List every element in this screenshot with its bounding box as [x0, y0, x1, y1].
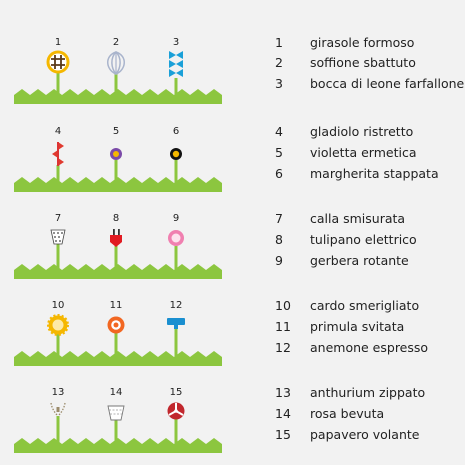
plant-number-label: 14 — [110, 387, 123, 398]
legend-name: violetta ermetica — [310, 145, 417, 160]
legend-name: papavero volante — [310, 427, 420, 442]
zipper-icon — [50, 402, 66, 417]
stem — [114, 333, 118, 358]
legend-name: margherita stappata — [310, 166, 439, 181]
legend-number: 15 — [275, 427, 291, 442]
plant-number-label: 13 — [52, 387, 65, 398]
purple-blossom-icon — [110, 148, 122, 160]
legend-name: anemone espresso — [310, 340, 429, 355]
legend-number: 5 — [275, 145, 283, 160]
stem — [174, 328, 178, 358]
sunflower-icon — [46, 50, 70, 74]
garden-row-1: 1 2 3 — [14, 37, 222, 104]
bowtie-stack-icon — [169, 51, 183, 77]
legend-name: bocca di leone farfallone — [310, 76, 465, 91]
stem — [174, 78, 178, 96]
tamper-icon — [167, 318, 185, 329]
garden-row-5: 13 14 15 — [14, 387, 222, 453]
plant-number-label: 4 — [55, 126, 61, 137]
stem — [56, 243, 60, 271]
legend-name: gerbera rotante — [310, 253, 409, 268]
legend-number: 7 — [275, 211, 283, 226]
legend-number: 4 — [275, 124, 283, 139]
pink-disc-icon — [168, 230, 184, 246]
stem — [174, 246, 178, 271]
stem — [114, 160, 118, 183]
bottle-cap-icon — [170, 148, 182, 160]
legend-name: girasole formoso — [310, 35, 415, 50]
legend-name: tulipano elettrico — [310, 232, 417, 247]
garden-row-2: 4 5 6 — [14, 126, 222, 192]
electric-plug-icon — [110, 229, 122, 247]
legend-number: 3 — [275, 76, 283, 91]
legend-number: 14 — [275, 406, 291, 421]
stem — [56, 334, 60, 358]
garden-row-4: 10 11 12 — [14, 300, 222, 366]
cup-icon — [107, 405, 125, 421]
zigzag-flower-icon — [52, 142, 64, 166]
legend-name: gladiolo ristretto — [310, 124, 414, 139]
legend-name: primula svitata — [310, 319, 405, 334]
legend-name: calla smisurata — [310, 211, 406, 226]
legend-number: 1 — [275, 35, 283, 50]
legend-number: 6 — [275, 166, 283, 181]
stem — [174, 160, 178, 183]
legend-name: rosa bevuta — [310, 406, 385, 421]
legend-number: 12 — [275, 340, 291, 355]
legend-name: soffione sbattuto — [310, 55, 416, 70]
plant-number-label: 6 — [173, 126, 179, 137]
legend-name: cardo smerigliato — [310, 298, 420, 313]
stem — [114, 246, 118, 271]
plant-number-label: 2 — [113, 37, 119, 48]
plant-number-label: 5 — [113, 126, 119, 137]
legend-number: 9 — [275, 253, 283, 268]
plant-number-label: 11 — [110, 300, 123, 311]
whisk-icon — [107, 50, 125, 76]
plant-number-label: 1 — [55, 37, 61, 48]
legend-number: 11 — [275, 319, 291, 334]
stem — [114, 420, 118, 446]
legend-number: 13 — [275, 385, 291, 400]
stem — [56, 72, 60, 96]
plant-number-label: 10 — [52, 300, 65, 311]
plant-number-label: 9 — [173, 213, 179, 224]
screw-head-icon — [107, 316, 125, 334]
gear-flower-icon — [47, 314, 69, 336]
garden-row-3: 7 8 9 — [14, 213, 222, 279]
plant-number-label: 7 — [55, 213, 61, 224]
plant-number-label: 3 — [173, 37, 179, 48]
legend-number: 10 — [275, 298, 291, 313]
stem — [114, 74, 118, 96]
plant-number-label: 8 — [113, 213, 119, 224]
plant-number-label: 15 — [170, 387, 183, 398]
plant-number-label: 12 — [170, 300, 183, 311]
legend-name: anthurium zippato — [310, 385, 426, 400]
stem — [56, 165, 60, 183]
legend-number: 8 — [275, 232, 283, 247]
stem — [56, 416, 60, 446]
stem — [174, 418, 178, 446]
tape-measure-icon — [50, 229, 66, 245]
legend-number: 2 — [275, 55, 283, 70]
propeller-icon — [167, 402, 185, 420]
